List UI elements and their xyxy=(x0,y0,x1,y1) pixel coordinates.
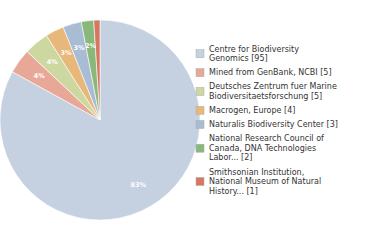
data-label: 3% xyxy=(74,44,86,52)
legend-swatch xyxy=(196,121,204,129)
data-label: 2% xyxy=(85,42,97,50)
data-label: 4% xyxy=(34,72,46,80)
data-label: 4% xyxy=(47,58,59,66)
legend-entry: National Research Council ofCanada, DNA … xyxy=(209,134,324,162)
data-labels: 83%4%4%3%3%2% xyxy=(34,42,147,189)
chart-container: 83%4%4%3%3%2%Centre for BiodiversityGeno… xyxy=(0,0,380,240)
data-label: 3% xyxy=(60,49,72,57)
pie-slice xyxy=(94,20,100,120)
legend-entry: Mined from GenBank, NCBI [5] xyxy=(209,68,332,77)
legend-entry: Centre for BiodiversityGenomics [95] xyxy=(209,45,299,64)
legend-swatch xyxy=(196,69,204,77)
legend: Centre for BiodiversityGenomics [95] Mine… xyxy=(196,45,338,196)
slices xyxy=(0,20,200,220)
legend-swatch xyxy=(196,106,204,114)
pie-slice xyxy=(0,20,200,220)
data-label: 83% xyxy=(130,181,146,189)
legend-swatch xyxy=(196,88,204,96)
legend-entry: Deutsches Zentrum fuer MarineBiodiversit… xyxy=(209,82,337,101)
legend-swatch xyxy=(196,178,204,186)
legend-entry: Smithsonian Institution,National Museum … xyxy=(209,168,321,196)
legend-swatch xyxy=(196,144,204,152)
chart: 83%4%4%3%3%2%Centre for BiodiversityGeno… xyxy=(0,0,380,240)
pie-slice xyxy=(81,20,100,120)
legend-swatch xyxy=(196,50,204,58)
legend-entry: Naturalis Biodiversity Center [3] xyxy=(209,120,338,129)
legend-entry: Macrogen, Europe [4] xyxy=(209,106,295,115)
